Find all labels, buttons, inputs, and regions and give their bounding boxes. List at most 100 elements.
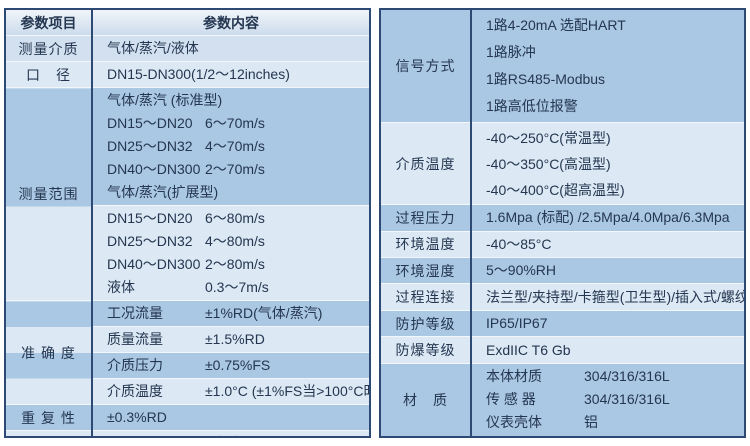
row-content: 介质温度 ±1.0°C (±1%FS当>100°C时)	[92, 378, 369, 405]
spec-line: 传 感 器 304/316/316L	[486, 388, 742, 411]
spec-line-name: 介质温度	[107, 383, 163, 399]
spec-line: ±0.3%RD	[107, 409, 167, 425]
table-row: DN15～DN20 6～80m/s DN25～DN32 4～80m/s DN40～DN3…	[6, 205, 369, 301]
spec-line: 气体/蒸汽(扩展型)	[107, 184, 219, 200]
row-label: 测量介质	[6, 35, 93, 62]
row-label: 材 质	[381, 362, 472, 436]
spec-line-value: 6～70m/s	[205, 115, 265, 131]
table-row: 介质压力 ±0.75%FS	[6, 352, 369, 379]
spec-line: 介质压力 ±0.75%FS	[107, 354, 367, 377]
spec-line-name: 仪表壳体	[486, 414, 542, 431]
row-content: -40～85°C	[471, 230, 744, 258]
row-label: 准 确 度	[6, 300, 93, 405]
spec-line: 工况流量 ±1%RD(气体/蒸汽)	[107, 302, 367, 325]
row-content: 气体/蒸汽 (标准型) DN15～DN20 6～70m/s DN25～DN32 4～70…	[92, 87, 369, 206]
spec-line-name: DN25～DN32	[107, 233, 193, 249]
spec-line: DN25～DN32 4～80m/s	[107, 230, 367, 253]
spec-line: DN15-DN300(1/2～12inches)	[107, 66, 290, 82]
row-content: DN15～DN20 6～80m/s DN25～DN32 4～80m/s DN40～DN3…	[92, 205, 369, 301]
spec-line: DN15～DN20 6～80m/s	[107, 207, 367, 230]
row-content: 24V DC、3.6V锂电池	[92, 430, 369, 436]
row-label: 环境湿度	[381, 257, 472, 284]
spec-line-value: 6～80m/s	[205, 210, 265, 226]
table-row: 测量范围 气体/蒸汽 (标准型) DN15～DN20 6～70m/s DN25～DN32…	[6, 87, 369, 301]
spec-line: DN40～DN300 2～70m/s	[107, 158, 367, 181]
spec-line: -40～350°C(高温型)	[486, 155, 611, 172]
header-parameter-content: 参数内容	[92, 10, 369, 36]
spec-line-name: DN15～DN20	[107, 210, 193, 226]
spec-line: DN15～DN20 6～70m/s	[107, 112, 367, 135]
table-row: 环境温度 -40～85°C	[381, 230, 744, 258]
parameter-table-right: 信号方式 1路4-20mA 选配HART 1路脉冲 1路RS485-Modbus 1路高…	[381, 10, 744, 436]
spec-line-value: 4～70m/s	[205, 138, 265, 154]
spec-line-value: ±0.75%FS	[205, 357, 271, 373]
spec-line-name: DN40～DN300	[107, 161, 201, 177]
spec-line-value: ±1%RD(气体/蒸汽)	[205, 305, 323, 321]
left-spec-table: 参数项目 参数内容 测量介质 气体/蒸汽/液体口 径 DN15-DN300(1/2～…	[4, 8, 371, 438]
row-content: 介质压力 ±0.75%FS	[92, 352, 369, 379]
table-header-row: 参数项目 参数内容	[6, 10, 369, 36]
spec-line: 1路脉冲	[486, 43, 536, 60]
spec-line: 1路RS485-Modbus	[486, 70, 606, 87]
table-row: 防爆等级 ExdIIC T6 Gb	[381, 336, 744, 364]
spec-line-value: 0.3～7m/s	[205, 279, 269, 295]
spec-line-value: 2～80m/s	[205, 256, 265, 272]
spec-line-value: ±1.5%RD	[205, 331, 265, 347]
spec-line-value: 铝	[584, 414, 598, 431]
spec-line-name: 介质压力	[107, 357, 163, 373]
row-content: -40～250°C(常温型) -40～350°C(高温型) -40～400°C(超高…	[471, 121, 744, 205]
row-content: 本体材质 304/316/316L 传 感 器 304/316/316L 仪表壳体 铝	[471, 362, 744, 436]
row-label: 防护等级	[381, 309, 472, 337]
row-label: 电 源	[6, 430, 93, 436]
table-row: 防护等级 IP65/IP67	[381, 309, 744, 337]
spec-line-name: 液体	[107, 279, 135, 295]
spec-line: 气体/蒸汽 (标准型)	[107, 92, 223, 108]
spec-line-name: 工况流量	[107, 305, 163, 321]
spec-line-name: 本体材质	[486, 368, 542, 385]
row-content: 质量流量 ±1.5%RD	[92, 326, 369, 353]
spec-line: 法兰型/夹持型/卡箍型(卫生型)/插入式/螺纹型	[486, 288, 746, 305]
table-row: 过程连接 法兰型/夹持型/卡箍型(卫生型)/插入式/螺纹型	[381, 283, 746, 311]
row-content: 工况流量 ±1%RD(气体/蒸汽)	[92, 300, 369, 327]
parameter-table-left: 参数项目 参数内容 测量介质 气体/蒸汽/液体口 径 DN15-DN300(1/2～…	[6, 10, 369, 436]
table-row: 信号方式 1路4-20mA 选配HART 1路脉冲 1路RS485-Modbus 1路高…	[381, 10, 744, 123]
row-content: 1.6Mpa (标配) /2.5Mpa/4.0Mpa/6.3Mpa	[471, 204, 744, 232]
spec-line: -40～400°C(超高温型)	[486, 181, 625, 198]
header-parameter-item: 参数项目	[6, 10, 93, 36]
row-content: 法兰型/夹持型/卡箍型(卫生型)/插入式/螺纹型	[471, 283, 746, 311]
spec-line: DN40～DN300 2～80m/s	[107, 253, 367, 276]
spec-line: 本体材质 304/316/316L	[486, 365, 742, 388]
row-content: ±0.3%RD	[92, 404, 369, 431]
table-row: 介质温度 ±1.0°C (±1%FS当>100°C时)	[6, 378, 369, 405]
row-label: 介质温度	[381, 121, 472, 205]
row-content: 1路4-20mA 选配HART 1路脉冲 1路RS485-Modbus 1路高低位报警	[471, 10, 744, 123]
spec-line: 1.6Mpa (标配) /2.5Mpa/4.0Mpa/6.3Mpa	[486, 209, 730, 226]
table-row: 口 径 DN15-DN300(1/2～12inches)	[6, 61, 369, 88]
spec-line-name: DN25～DN32	[107, 138, 193, 154]
table-row: 测量介质 气体/蒸汽/液体	[6, 35, 369, 62]
spec-line-value: 2～70m/s	[205, 161, 265, 177]
row-content: DN15-DN300(1/2～12inches)	[92, 61, 369, 88]
table-row: 重 复 性 ±0.3%RD	[6, 404, 369, 431]
spec-line: 介质温度 ±1.0°C (±1%FS当>100°C时)	[107, 380, 369, 403]
spec-line: 质量流量 ±1.5%RD	[107, 328, 367, 351]
right-spec-table: 信号方式 1路4-20mA 选配HART 1路脉冲 1路RS485-Modbus 1路高…	[379, 8, 746, 438]
row-content: ExdIIC T6 Gb	[471, 336, 744, 364]
row-content: IP65/IP67	[471, 309, 744, 337]
spec-line: ExdIIC T6 Gb	[486, 341, 571, 358]
table-row: 准 确 度工况流量 ±1%RD(气体/蒸汽)	[6, 300, 369, 405]
spec-line-value: 304/316/316L	[584, 368, 670, 385]
spec-line-value: 304/316/316L	[584, 391, 670, 408]
table-row: 材 质本体材质 304/316/316L 传 感 器 304/316/316L 仪表壳体…	[381, 362, 744, 436]
spec-line-name: DN40～DN300	[107, 256, 201, 272]
spec-line: 1路4-20mA 选配HART	[486, 16, 626, 33]
row-label: 重 复 性	[6, 404, 93, 431]
spec-line: 1路高低位报警	[486, 97, 578, 114]
row-content: 气体/蒸汽/液体	[92, 35, 369, 62]
row-label: 环境温度	[381, 230, 472, 258]
spec-line: 仪表壳体 铝	[486, 411, 742, 434]
spec-line: 24V DC、3.6V锂电池	[107, 432, 367, 436]
table-row: 过程压力 1.6Mpa (标配) /2.5Mpa/4.0Mpa/6.3Mpa	[381, 204, 744, 232]
spec-line-name: 传 感 器	[486, 391, 536, 408]
table-row: 电 源 24V DC、3.6V锂电池	[6, 430, 369, 436]
